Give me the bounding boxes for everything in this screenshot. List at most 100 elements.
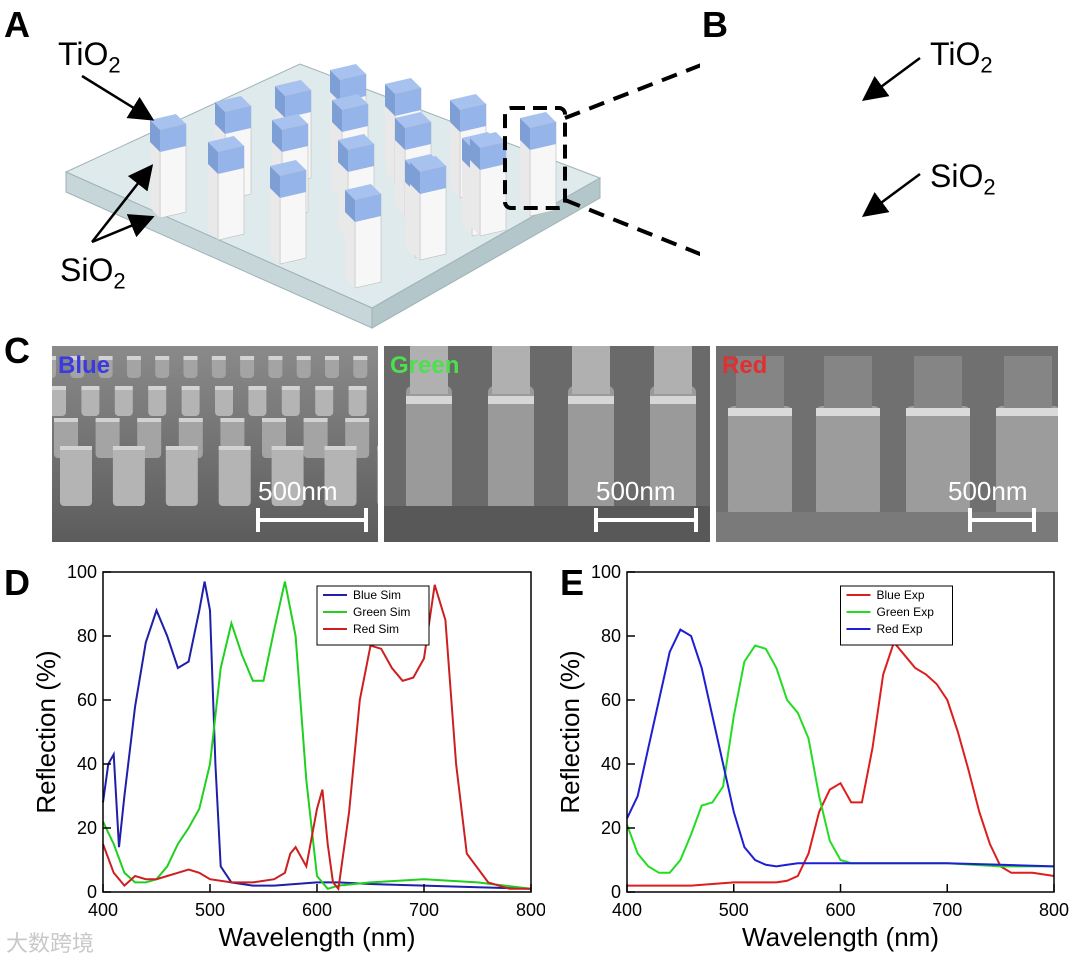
sem-pillar-top [262, 418, 286, 422]
sem-pillar-top [148, 386, 167, 390]
sem-pillar [70, 356, 85, 378]
sem-pillar-top [996, 408, 1058, 416]
sem-pillar [281, 386, 300, 416]
y-tick-label: 0 [611, 882, 621, 902]
sem-pillar [303, 418, 328, 458]
sem-pillar-top [650, 396, 696, 404]
sem-pillar-top [81, 386, 100, 390]
sem-pillar-back [410, 346, 448, 394]
panel-letter-d: D [4, 562, 30, 603]
sem-pillar-top [155, 356, 170, 360]
series-line-green-exp [626, 644, 1054, 874]
zoom-line-bottom [564, 198, 700, 257]
sem-pillar [406, 386, 452, 516]
sem-floor [384, 506, 710, 542]
y-tick-label: 60 [601, 690, 621, 710]
sem-pillar-top [271, 446, 304, 450]
sem-pillar-top [315, 386, 334, 390]
y-axis-label: Reflection (%) [31, 650, 61, 813]
y-tick-label: 100 [591, 562, 621, 582]
sem-pillar-top [183, 356, 198, 360]
scale-bar-blue [256, 508, 368, 532]
sem-pillar [98, 356, 113, 378]
sem-pillar [215, 386, 233, 416]
sem-pillar-top [112, 446, 145, 450]
x-tick-label: 500 [195, 900, 225, 920]
sem-pillar [248, 386, 267, 416]
y-tick-label: 0 [87, 882, 97, 902]
panel-letter-c: C [4, 330, 30, 371]
sem-pillar-top [114, 386, 133, 390]
scale-label-blue: 500nm [258, 476, 338, 506]
sem-pillar-top [816, 408, 880, 416]
x-tick-label: 800 [516, 900, 545, 920]
sem-pillar-back [824, 356, 872, 410]
chart-experimental-reflection: 400 500 600 700 800 0 20 40 60 80 100 Wavelength (n… [555, 562, 1069, 952]
y-tick-label: 40 [601, 754, 621, 774]
sem-pillar [181, 386, 200, 416]
sem-pillar [271, 446, 304, 506]
sem-floor [716, 512, 1058, 542]
sem-pillar [315, 386, 334, 416]
sem-image-blue: Blue 500nm [52, 346, 378, 542]
sem-pillar-top [345, 418, 370, 422]
sem-pillar [353, 356, 368, 378]
sem-pillar-top [98, 356, 113, 360]
scale-bar-green [594, 508, 698, 532]
sem-pillar [81, 386, 100, 416]
sem-pillar-top [165, 446, 198, 450]
sem-pillar [296, 356, 311, 378]
sem-pillar-top [377, 446, 378, 450]
sem-pillar-top [268, 356, 283, 360]
label-sio2-b: SiO2 [930, 158, 996, 200]
sem-pillar-top [211, 356, 226, 360]
x-axis-label: Wavelength (nm) [742, 922, 939, 952]
y-tick-label: 80 [601, 626, 621, 646]
pillar [410, 156, 447, 261]
sem-pillar-back [1004, 356, 1052, 410]
x-tick-label: 800 [1039, 900, 1069, 920]
y-tick-label: 100 [67, 562, 97, 582]
sem-pillar [240, 356, 255, 378]
panel-letter-b: B [702, 4, 728, 45]
sem-pillar-back [736, 356, 784, 410]
sem-pillar [816, 406, 880, 516]
pillar [345, 184, 382, 289]
pillar [470, 132, 507, 237]
x-tick-label: 700 [932, 900, 962, 920]
sem-pillar-top [215, 386, 233, 390]
sem-pillar-top [95, 418, 120, 422]
sem-pillar [268, 356, 283, 378]
x-tick-label: 600 [302, 900, 332, 920]
sem-pillar [728, 406, 792, 516]
sem-pillar-top [303, 418, 328, 422]
sem-pillar-top [178, 418, 203, 422]
label-tio2-a: TiO2 [58, 36, 121, 78]
sem-pillar [126, 356, 141, 378]
sem-pillar [165, 446, 198, 506]
sem-texture-blue [52, 346, 378, 542]
scale-label-red: 500nm [948, 476, 1028, 506]
sem-pillar [996, 406, 1058, 516]
series-line-red-sim [102, 584, 531, 892]
sem-pillar-top [353, 356, 368, 360]
sem-pillar [650, 386, 696, 516]
sem-pillar-top [248, 386, 267, 390]
sem-pillar-top [181, 386, 200, 390]
series-line-green-sim [102, 581, 532, 890]
arrow-sio2-a1 [91, 164, 154, 243]
label-tio2-b: TiO2 [930, 36, 993, 78]
sem-pillar-top [324, 446, 357, 450]
series-line-blue-sim [102, 581, 532, 890]
arrow-tio2-a [81, 74, 155, 121]
y-tick-label: 20 [601, 818, 621, 838]
sem-pillar [112, 446, 145, 506]
sem-pillar-top [406, 396, 452, 404]
sem-pillar-top [325, 356, 339, 360]
y-tick-label: 40 [77, 754, 97, 774]
sem-pillar [60, 446, 92, 506]
sem-texture-green [384, 346, 710, 542]
y-tick-label: 80 [77, 626, 97, 646]
sem-pillar [348, 386, 367, 416]
sem-pillar-top [220, 418, 245, 422]
